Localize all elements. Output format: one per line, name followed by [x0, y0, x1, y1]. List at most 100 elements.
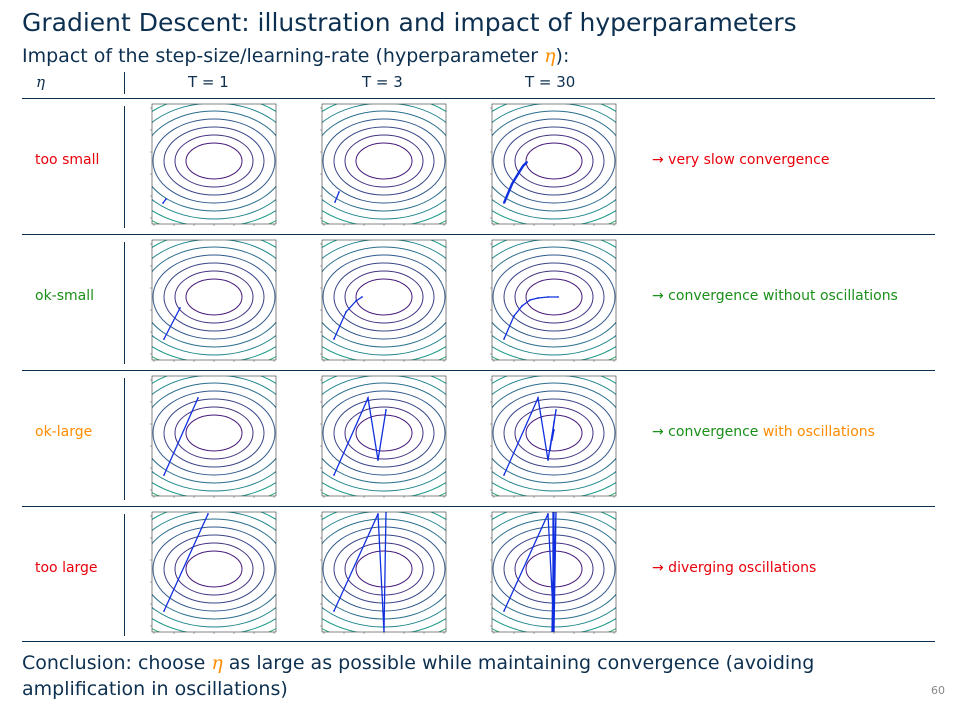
row-description-part: with oscillations	[762, 424, 875, 440]
contour-line	[355, 550, 413, 588]
contour-line	[152, 118, 276, 204]
contour-line	[355, 414, 413, 452]
gd-iterate	[333, 338, 335, 340]
gd-iterate	[553, 429, 555, 431]
contour-line	[525, 414, 583, 452]
contour-line	[152, 376, 276, 492]
contour-svg	[320, 375, 447, 498]
contour-line	[492, 376, 616, 492]
gd-trajectory	[334, 191, 340, 203]
contour-line	[525, 278, 583, 316]
gd-iterate	[355, 300, 357, 302]
plot-background	[322, 376, 446, 496]
gd-iterate	[338, 191, 340, 193]
conclusion-text: Conclusion: choose	[22, 652, 212, 674]
gd-iterate	[503, 338, 505, 340]
page-number: 60	[931, 684, 945, 697]
row-description-part: → very slow convergence	[652, 152, 830, 168]
contour-svg	[150, 103, 277, 226]
contour-line	[492, 110, 616, 212]
plot-background	[322, 240, 446, 360]
contour-line	[344, 270, 424, 324]
plot-background	[492, 376, 616, 496]
contour-line	[322, 118, 446, 204]
rule-bottom	[22, 641, 935, 642]
gd-trajectory	[163, 513, 209, 612]
contour-line	[503, 126, 605, 196]
contour-line	[163, 398, 265, 468]
gd-iterate	[334, 201, 336, 203]
contour-line	[152, 526, 276, 612]
contour-line	[514, 270, 594, 324]
contour-svg	[320, 239, 447, 362]
gd-iterate	[549, 449, 551, 451]
gd-iterate	[526, 161, 528, 163]
contour-line	[174, 542, 254, 596]
gd-iterate	[529, 299, 531, 301]
contour-line	[322, 390, 446, 476]
contour-plot-r2-c0	[148, 374, 278, 502]
gd-trajectory	[163, 397, 199, 476]
contour-line	[322, 254, 446, 340]
contour-line	[185, 142, 243, 180]
contour-line	[322, 110, 446, 212]
contour-line	[492, 104, 616, 220]
row-label-0: too small	[35, 152, 100, 168]
plot-background	[152, 240, 276, 360]
contour-line	[152, 518, 276, 620]
plot-background	[492, 240, 616, 360]
contour-line	[322, 246, 446, 348]
contour-plot-r3-c0	[148, 510, 278, 638]
contour-line	[185, 278, 243, 316]
contour-line	[333, 126, 435, 196]
gd-iterate	[163, 338, 165, 340]
contour-line	[163, 262, 265, 332]
gd-iterate	[367, 397, 369, 399]
contour-line	[503, 262, 605, 332]
contour-line	[174, 134, 254, 188]
subtitle-text: Impact of the step-size/learning-rate (h…	[22, 45, 545, 67]
gd-iterate	[503, 610, 505, 612]
gd-iterate	[503, 474, 505, 476]
gd-iterate	[179, 307, 181, 309]
gd-iterate	[345, 311, 347, 313]
gd-trajectory	[333, 512, 387, 632]
contour-line	[322, 382, 446, 484]
contour-svg	[150, 239, 277, 362]
contour-plot-r3-c1	[318, 510, 448, 638]
subtitle-eta: η	[544, 45, 556, 67]
header-col-t1: T = 1	[188, 73, 229, 91]
row-divider-1	[124, 242, 125, 364]
header-col-t3: T = 3	[362, 73, 403, 91]
contour-svg	[490, 239, 617, 362]
contour-plot-r1-c1	[318, 238, 448, 366]
row-label-2: ok-large	[35, 424, 93, 440]
contour-plot-r2-c1	[318, 374, 448, 502]
gd-trajectory	[333, 395, 387, 476]
rule-row-3	[22, 506, 935, 507]
header-divider	[124, 72, 125, 94]
plot-background	[152, 512, 276, 632]
contour-line	[525, 142, 583, 180]
contour-line	[174, 270, 254, 324]
gd-iterate	[503, 202, 505, 204]
row-description-part: → convergence without oscillations	[652, 288, 898, 304]
conclusion: Conclusion: choose η as large as possibl…	[22, 650, 902, 702]
row-description-3: → diverging oscillations	[652, 560, 816, 576]
contour-line	[492, 246, 616, 348]
slide-title: Gradient Descent: illustration and impac…	[22, 8, 797, 37]
row-description-part: → convergence	[652, 424, 763, 440]
gd-iterate	[537, 397, 539, 399]
contour-svg	[320, 103, 447, 226]
contour-svg	[320, 511, 447, 634]
gd-iterate	[547, 459, 549, 461]
contour-line	[152, 110, 276, 212]
gd-iterate	[547, 513, 549, 515]
gd-trajectory	[503, 395, 557, 476]
gd-iterate	[207, 513, 209, 515]
gd-iterate	[547, 296, 549, 298]
gd-iterate	[553, 421, 555, 423]
contour-line	[322, 104, 446, 220]
contour-line	[344, 134, 424, 188]
contour-line	[152, 512, 276, 628]
